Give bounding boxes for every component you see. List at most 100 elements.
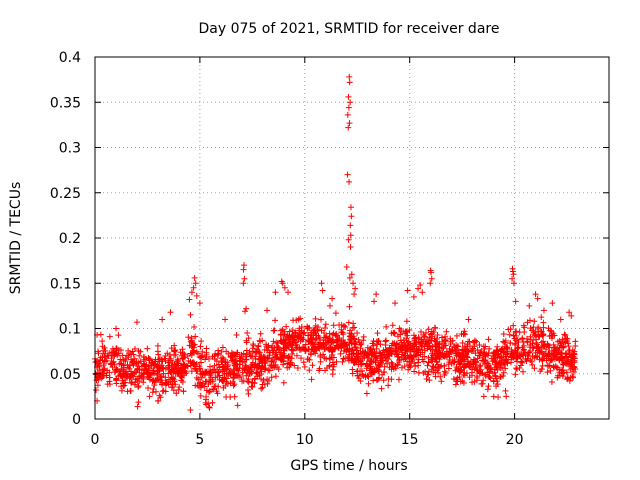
data-point [540, 319, 547, 326]
y-tick-label: 0.05 [50, 367, 81, 383]
data-point [330, 322, 337, 329]
data-point [128, 380, 135, 387]
data-point [270, 338, 277, 345]
data-point [131, 381, 138, 388]
data-point [526, 302, 533, 309]
data-point [95, 361, 102, 368]
data-point [395, 376, 402, 383]
data-point [494, 381, 501, 388]
data-point [442, 352, 449, 359]
data-point [214, 390, 221, 397]
data-point [461, 364, 468, 371]
data-point [508, 359, 515, 366]
data-point [397, 331, 404, 338]
data-point [550, 344, 557, 351]
data-point [476, 363, 483, 370]
data-point [520, 322, 527, 329]
data-point [377, 357, 384, 364]
data-point [554, 354, 561, 361]
data-point [449, 348, 456, 355]
data-point [453, 332, 460, 339]
data-point [435, 369, 442, 376]
data-point [280, 379, 287, 386]
data-point [317, 316, 324, 323]
data-point [531, 365, 538, 372]
data-point [281, 328, 288, 335]
data-point [556, 356, 563, 363]
data-point [309, 362, 316, 369]
data-point [321, 329, 328, 336]
data-point [273, 339, 280, 346]
data-point [326, 362, 333, 369]
data-point [342, 324, 349, 331]
data-point [467, 364, 474, 371]
data-point [130, 351, 137, 358]
data-point [258, 376, 265, 383]
data-point [150, 386, 157, 393]
data-point [351, 324, 358, 331]
data-point [564, 375, 571, 382]
data-point [133, 319, 140, 326]
data-point [488, 355, 495, 362]
data-point [474, 374, 481, 381]
data-point [438, 343, 445, 350]
data-point [306, 367, 313, 374]
data-point [509, 268, 516, 275]
data-point [375, 361, 382, 368]
data-point [351, 291, 358, 298]
data-point [500, 369, 507, 376]
data-point [559, 361, 566, 368]
data-point [531, 355, 538, 362]
y-tick-label: 0.3 [59, 141, 81, 157]
data-point [503, 353, 510, 360]
data-point [279, 280, 286, 287]
data-point [530, 329, 537, 336]
data-point [421, 343, 428, 350]
data-point [268, 374, 275, 381]
data-point [261, 357, 268, 364]
data-point [427, 280, 434, 287]
data-point [412, 341, 419, 348]
data-point [432, 337, 439, 344]
data-point [265, 355, 272, 362]
data-point [349, 370, 356, 377]
data-point [530, 324, 537, 331]
data-point [293, 317, 300, 324]
data-point [326, 347, 333, 354]
data-point [383, 323, 390, 330]
data-point [145, 384, 152, 391]
data-point [346, 178, 353, 185]
data-point [129, 348, 136, 355]
data-point [438, 378, 445, 385]
data-point [500, 331, 507, 338]
data-point [405, 366, 412, 373]
data-point [418, 328, 425, 335]
data-point [187, 311, 194, 318]
data-point [171, 364, 178, 371]
data-point [209, 367, 216, 374]
data-point [330, 354, 337, 361]
data-point [486, 365, 493, 372]
data-point [170, 375, 177, 382]
data-point [568, 312, 575, 319]
data-point [344, 111, 351, 118]
data-point [219, 376, 226, 383]
data-point [501, 360, 508, 367]
data-point [186, 342, 193, 349]
data-point [252, 355, 259, 362]
data-point [383, 337, 390, 344]
data-point [300, 336, 307, 343]
data-point [442, 369, 449, 376]
data-point [443, 328, 450, 335]
data-point [346, 79, 353, 86]
data-point [552, 363, 559, 370]
data-point [312, 315, 319, 322]
data-point [305, 324, 312, 331]
data-point [557, 340, 564, 347]
data-point [350, 320, 357, 327]
data-point [355, 375, 362, 382]
data-point [459, 340, 466, 347]
data-point [262, 358, 269, 365]
data-point [255, 342, 262, 349]
